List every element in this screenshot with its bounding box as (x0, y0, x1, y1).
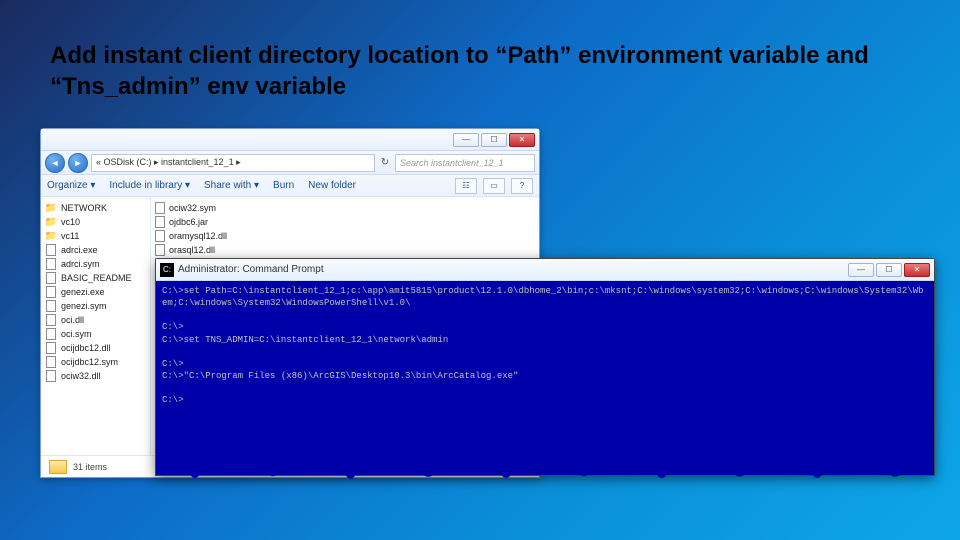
burn-button[interactable]: Burn (273, 180, 294, 191)
organize-menu[interactable]: Organize ▾ (47, 180, 95, 191)
item-label: ocijdbc12.sym (61, 357, 118, 367)
torn-edge-decoration (156, 465, 934, 479)
item-count: 31 items (73, 462, 107, 472)
nav-file-item[interactable]: BASIC_README (43, 271, 148, 285)
file-label: ojdbc6.jar (169, 217, 208, 227)
forward-button[interactable]: ► (68, 153, 88, 173)
navigation-pane: 📁 NETWORK 📁 vc10 📁 vc11 adrci.exe adrci.sym BASI… (41, 197, 151, 455)
file-item[interactable]: oramysql12.dll (155, 229, 255, 243)
slide-title: Add instant client directory location to… (50, 40, 910, 102)
command-prompt-window: C: Administrator: Command Prompt — ☐ ✕ C… (155, 258, 935, 476)
file-icon (46, 300, 56, 312)
maximize-button[interactable]: ☐ (481, 133, 507, 147)
file-item[interactable]: orasql12.dll (155, 243, 255, 257)
cmd-minimize-button[interactable]: — (848, 263, 874, 277)
nav-file-item[interactable]: adrci.exe (43, 243, 148, 257)
item-label: BASIC_README (61, 273, 132, 283)
folder-icon: 📁 (45, 231, 57, 242)
folder-icon: 📁 (45, 203, 57, 214)
minimize-button[interactable]: — (453, 133, 479, 147)
view-options-button[interactable]: ☷ (455, 178, 477, 194)
explorer-toolbar: Organize ▾ Include in library ▾ Share wi… (41, 175, 539, 197)
file-icon (155, 216, 165, 228)
explorer-titlebar: — ☐ ✕ (41, 129, 539, 151)
cmd-titlebar: C: Administrator: Command Prompt — ☐ ✕ (156, 259, 934, 281)
file-icon (46, 314, 56, 326)
explorer-address-bar: ◄ ► « OSDisk (C:) ▸ instantclient_12_1 ▸… (41, 151, 539, 175)
file-label: ociw32.sym (169, 203, 216, 213)
file-icon (46, 328, 56, 340)
cmd-icon: C: (160, 263, 174, 277)
file-label: orasql12.dll (169, 245, 215, 255)
nav-file-item[interactable]: oci.sym (43, 327, 148, 341)
file-label: oramysql12.dll (169, 231, 227, 241)
file-icon (46, 286, 56, 298)
item-label: genezi.sym (61, 301, 107, 311)
nav-file-item[interactable]: oci.dll (43, 313, 148, 327)
cmd-output[interactable]: C:\>set Path=C:\instantclient_12_1;c:\ap… (156, 281, 934, 475)
search-input[interactable]: Search instantclient_12_1 (395, 154, 535, 172)
file-icon (46, 370, 56, 382)
file-icon (46, 272, 56, 284)
file-icon (155, 202, 165, 214)
nav-file-item[interactable]: genezi.exe (43, 285, 148, 299)
item-label: vc10 (61, 217, 80, 227)
nav-file-item[interactable]: adrci.sym (43, 257, 148, 271)
nav-file-item[interactable]: ocijdbc12.dll (43, 341, 148, 355)
breadcrumb[interactable]: « OSDisk (C:) ▸ instantclient_12_1 ▸ (91, 154, 375, 172)
cmd-close-button[interactable]: ✕ (904, 263, 930, 277)
share-menu[interactable]: Share with ▾ (204, 180, 259, 191)
nav-file-item[interactable]: genezi.sym (43, 299, 148, 313)
back-button[interactable]: ◄ (45, 153, 65, 173)
new-folder-button[interactable]: New folder (308, 180, 356, 191)
folder-icon (49, 460, 67, 474)
preview-pane-button[interactable]: ▭ (483, 178, 505, 194)
file-icon (46, 356, 56, 368)
item-label: ocijdbc12.dll (61, 343, 111, 353)
file-item[interactable]: ojdbc6.jar (155, 215, 255, 229)
nav-folder-item[interactable]: 📁 NETWORK (43, 201, 148, 215)
file-icon (155, 230, 165, 242)
item-label: NETWORK (61, 203, 107, 213)
item-label: adrci.sym (61, 259, 100, 269)
close-button[interactable]: ✕ (509, 133, 535, 147)
item-label: ociw32.dll (61, 371, 101, 381)
help-button[interactable]: ? (511, 178, 533, 194)
item-label: oci.sym (61, 329, 92, 339)
folder-icon: 📁 (45, 217, 57, 228)
cmd-title: Administrator: Command Prompt (178, 264, 324, 275)
nav-folder-item[interactable]: 📁 vc10 (43, 215, 148, 229)
include-library-menu[interactable]: Include in library ▾ (109, 180, 190, 191)
nav-folder-item[interactable]: 📁 vc11 (43, 229, 148, 243)
refresh-icon[interactable]: ↻ (378, 157, 392, 168)
file-icon (46, 244, 56, 256)
item-label: genezi.exe (61, 287, 105, 297)
file-icon (155, 244, 165, 256)
file-item[interactable]: ociw32.sym (155, 201, 255, 215)
nav-file-item[interactable]: ocijdbc12.sym (43, 355, 148, 369)
file-icon (46, 258, 56, 270)
file-icon (46, 342, 56, 354)
item-label: oci.dll (61, 315, 84, 325)
nav-file-item[interactable]: ociw32.dll (43, 369, 148, 383)
item-label: vc11 (61, 231, 79, 241)
item-label: adrci.exe (61, 245, 98, 255)
cmd-maximize-button[interactable]: ☐ (876, 263, 902, 277)
